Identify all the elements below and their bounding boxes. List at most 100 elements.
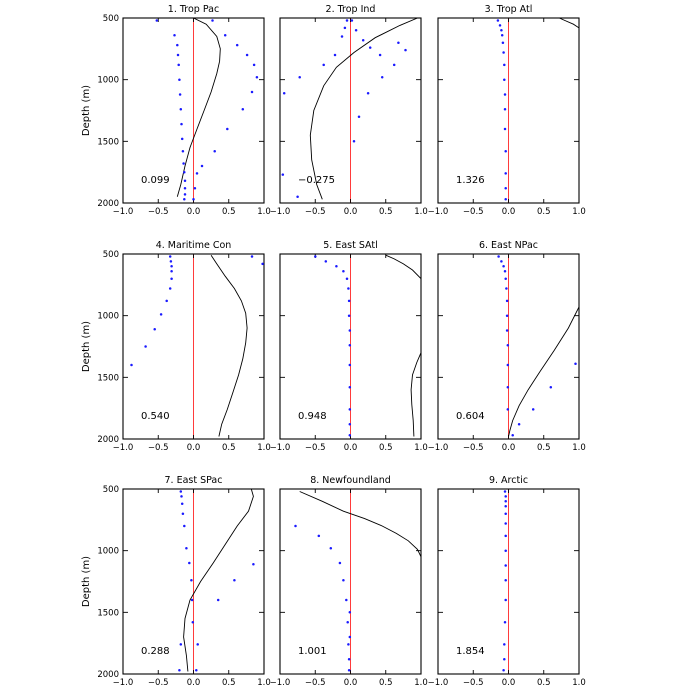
data-point bbox=[350, 19, 354, 22]
data-point bbox=[226, 127, 229, 131]
panel-data bbox=[294, 491, 421, 672]
data-point bbox=[340, 35, 344, 38]
data-point bbox=[347, 287, 350, 290]
y-tick-label: 1000 bbox=[97, 312, 119, 322]
data-point bbox=[380, 75, 384, 79]
x-tick-label: 1.0 bbox=[572, 207, 586, 217]
data-point bbox=[501, 41, 505, 44]
data-point bbox=[195, 669, 198, 672]
data-point bbox=[191, 620, 195, 624]
profile-line bbox=[299, 491, 421, 557]
data-point bbox=[392, 63, 396, 67]
x-tick-label: 0.0 bbox=[502, 207, 516, 217]
data-point bbox=[282, 91, 286, 95]
x-tick-label: 0.5 bbox=[537, 207, 551, 217]
x-tick-label: −0.5 bbox=[148, 678, 169, 688]
data-point bbox=[185, 546, 188, 550]
data-point bbox=[343, 26, 347, 30]
data-point bbox=[348, 635, 352, 639]
data-point bbox=[506, 363, 510, 367]
data-point bbox=[498, 24, 502, 27]
data-point bbox=[183, 193, 187, 196]
data-point bbox=[549, 385, 553, 389]
data-point bbox=[173, 34, 176, 37]
x-tick-label: 0.0 bbox=[187, 207, 201, 217]
x-tick-label: 0.0 bbox=[502, 443, 516, 453]
profile-line bbox=[410, 352, 421, 437]
panel-data bbox=[502, 490, 507, 672]
x-tick-label: 1.0 bbox=[257, 443, 271, 453]
data-point bbox=[294, 524, 297, 528]
panel-data bbox=[130, 254, 264, 437]
data-point bbox=[179, 643, 183, 646]
x-tick-label: −1.0 bbox=[113, 678, 134, 688]
data-point bbox=[196, 643, 199, 646]
data-point bbox=[348, 422, 352, 426]
data-point bbox=[250, 90, 254, 94]
data-point bbox=[504, 534, 507, 538]
data-point bbox=[298, 75, 301, 79]
data-point bbox=[500, 34, 504, 37]
y-tick-label: 1000 bbox=[97, 76, 119, 86]
y-tick-label: 2000 bbox=[97, 670, 119, 680]
data-point bbox=[348, 329, 352, 332]
data-point bbox=[368, 46, 372, 49]
y-axis-label: Depth (m) bbox=[81, 556, 92, 607]
data-point bbox=[338, 561, 342, 565]
data-point bbox=[183, 186, 187, 190]
data-point bbox=[503, 270, 507, 273]
correlation-label: 0.288 bbox=[141, 646, 170, 657]
x-tick-label: 0.5 bbox=[222, 678, 236, 688]
y-tick-label: 1000 bbox=[97, 547, 119, 557]
profile-line bbox=[559, 18, 579, 29]
data-point bbox=[504, 549, 507, 552]
data-point bbox=[345, 19, 349, 22]
data-point bbox=[180, 495, 183, 498]
panel-2: −1.0 −0.5 0.0 0.5 1.0 2. Trop Ind −0.275 bbox=[270, 4, 428, 217]
data-point bbox=[347, 669, 351, 672]
x-tick-label: 0.0 bbox=[187, 443, 201, 453]
data-point bbox=[503, 108, 507, 111]
data-point bbox=[169, 260, 173, 263]
data-point bbox=[314, 255, 317, 258]
x-tick-label: −1.0 bbox=[428, 207, 449, 217]
data-point bbox=[504, 149, 507, 153]
x-tick-label: 0.5 bbox=[379, 207, 393, 217]
x-tick-label: 0.0 bbox=[187, 678, 201, 688]
panel-data bbox=[281, 18, 418, 200]
correlation-label: −0.275 bbox=[298, 175, 335, 186]
x-tick-label: 1.0 bbox=[257, 678, 271, 688]
data-point bbox=[177, 63, 180, 67]
data-point bbox=[182, 162, 185, 165]
panel-title: 6. East NPac bbox=[479, 240, 538, 251]
data-point bbox=[348, 408, 352, 411]
data-point bbox=[378, 53, 382, 57]
profile-line bbox=[508, 306, 579, 437]
data-point bbox=[497, 255, 500, 258]
data-point bbox=[505, 314, 509, 317]
data-point bbox=[505, 329, 509, 332]
data-point bbox=[347, 643, 350, 646]
data-point bbox=[181, 149, 185, 153]
data-point bbox=[345, 598, 348, 602]
data-point bbox=[188, 561, 191, 565]
data-point bbox=[245, 53, 249, 57]
panel-data bbox=[497, 255, 579, 437]
data-point bbox=[531, 408, 535, 411]
y-tick-label: 1500 bbox=[97, 373, 119, 383]
data-point bbox=[503, 643, 506, 646]
data-point bbox=[504, 500, 507, 503]
y-tick-label: 1500 bbox=[97, 608, 119, 618]
x-tick-label: −0.5 bbox=[463, 207, 484, 217]
data-point bbox=[322, 63, 325, 67]
data-point bbox=[317, 534, 321, 538]
x-tick-label: −1.0 bbox=[270, 678, 291, 688]
data-point bbox=[195, 172, 199, 175]
data-point bbox=[347, 314, 351, 317]
data-point bbox=[333, 53, 337, 57]
y-tick-label: 500 bbox=[103, 14, 119, 24]
data-point bbox=[404, 48, 407, 52]
x-tick-label: 0.0 bbox=[344, 678, 358, 688]
data-point bbox=[183, 179, 187, 183]
correlation-label: 1.326 bbox=[456, 175, 485, 186]
